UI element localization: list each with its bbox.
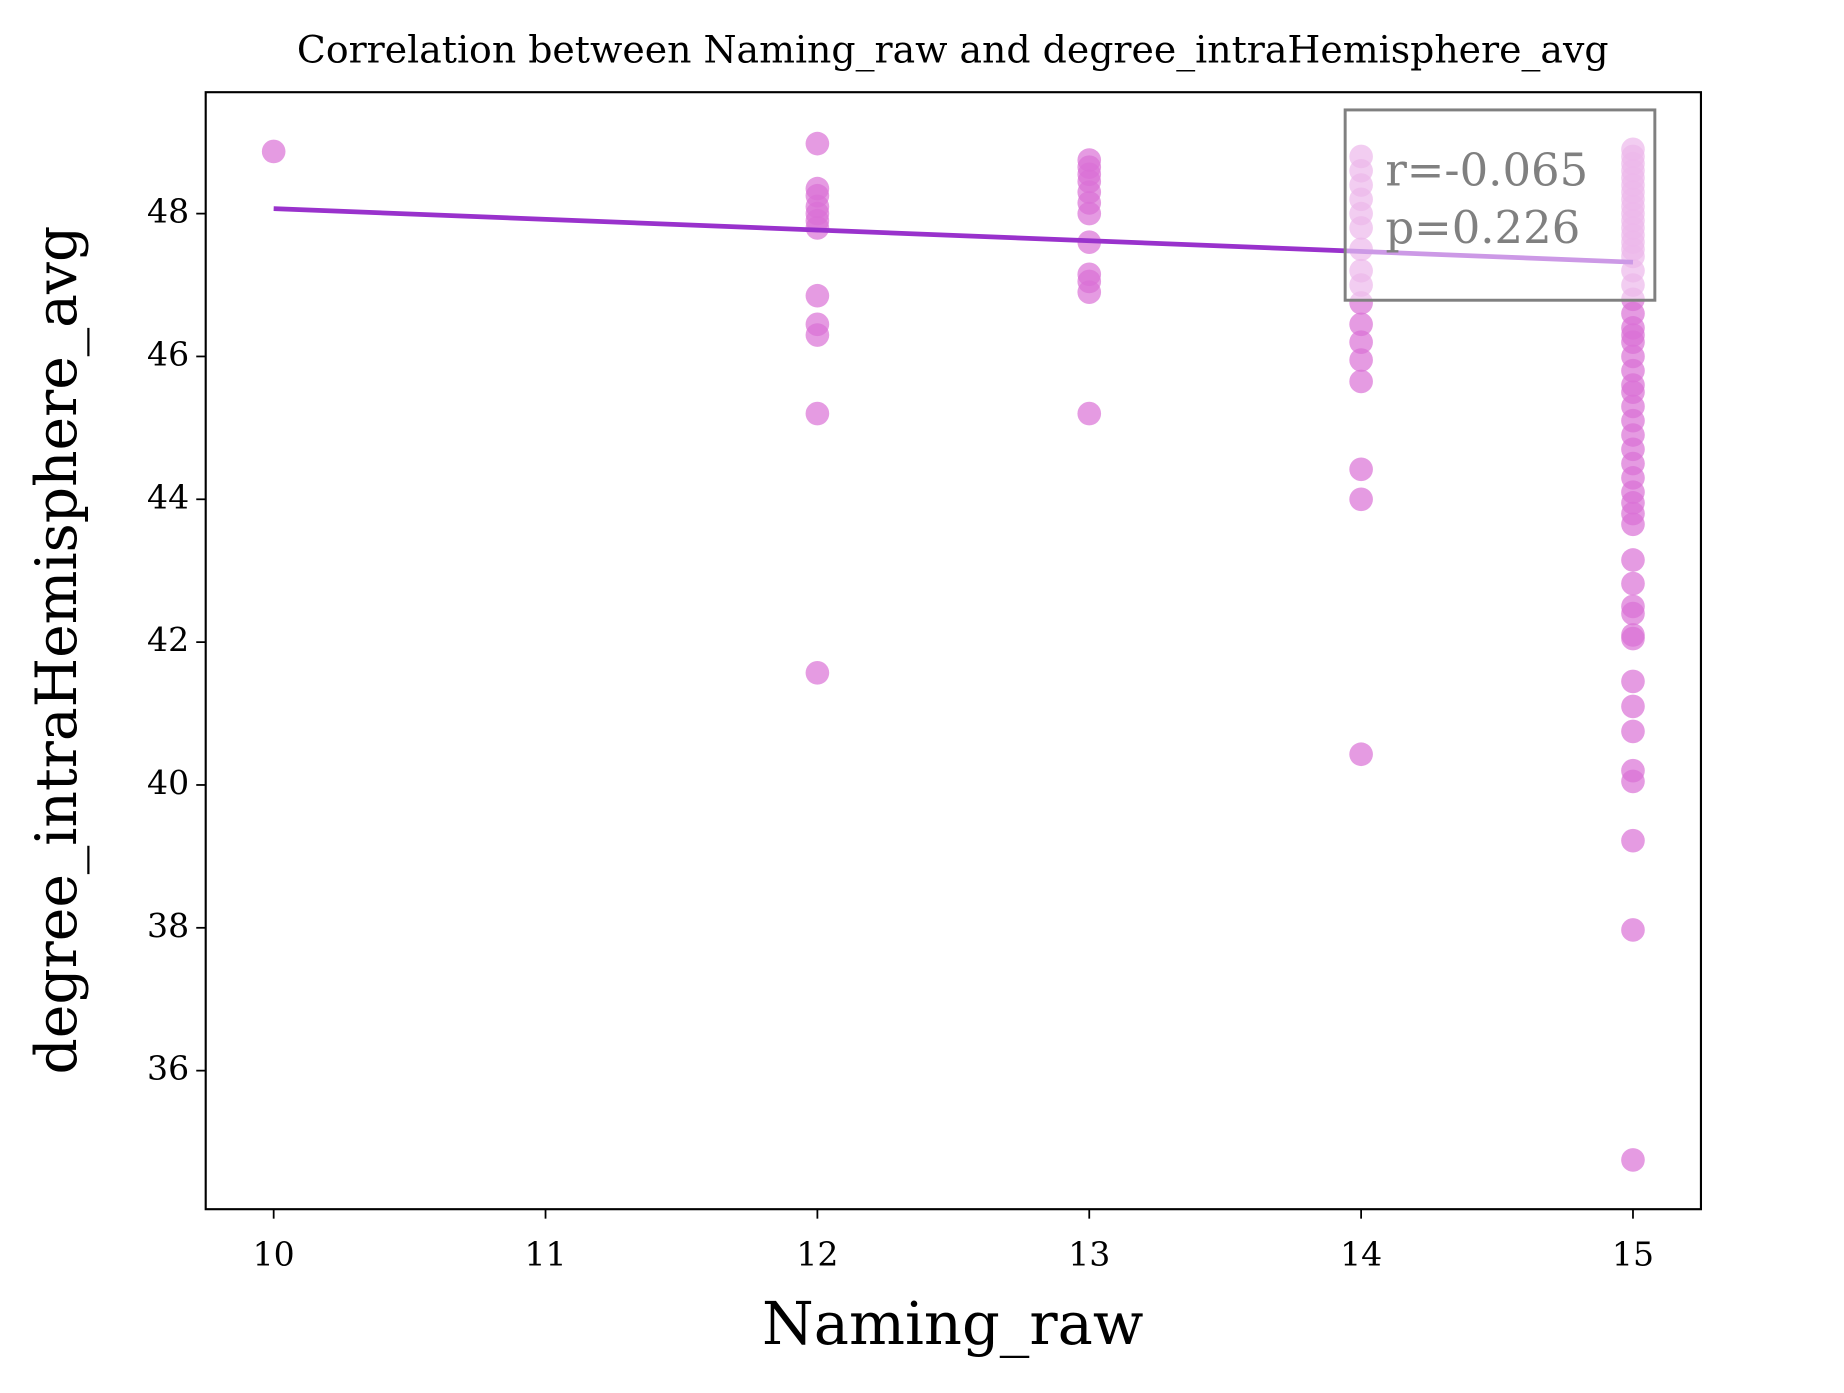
- annotation-text: r=-0.065: [1385, 143, 1588, 196]
- y-tick-label: 36: [147, 1049, 189, 1088]
- annotation-text: p=0.226: [1385, 201, 1580, 254]
- point: [1077, 401, 1102, 426]
- point: [1621, 626, 1645, 651]
- point: [1621, 571, 1645, 596]
- point: [1621, 694, 1645, 719]
- chart-title: Correlation between Naming_raw and degre…: [297, 28, 1609, 73]
- point: [1621, 719, 1645, 744]
- point: [805, 131, 830, 156]
- point: [1621, 918, 1645, 942]
- point: [805, 661, 830, 685]
- point: [261, 139, 286, 164]
- y-tick-label: 38: [147, 906, 189, 945]
- y-tick-label: 48: [147, 192, 189, 231]
- y-tick-label: 46: [147, 334, 189, 373]
- annotation-box: [1343, 108, 1657, 302]
- point: [1077, 280, 1102, 304]
- x-axis-label: Naming_raw: [762, 1289, 1143, 1358]
- point: [1621, 769, 1645, 794]
- point: [1349, 348, 1373, 372]
- point: [1349, 330, 1373, 354]
- point: [1349, 487, 1373, 512]
- x-tick-label: 13: [1068, 1234, 1110, 1273]
- point: [1621, 1148, 1645, 1172]
- point: [1621, 828, 1645, 853]
- point: [1349, 312, 1373, 337]
- point: [805, 401, 830, 426]
- x-tick-label: 10: [253, 1234, 295, 1273]
- point: [1077, 201, 1102, 226]
- x-tick-label: 14: [1340, 1234, 1382, 1273]
- point: [1349, 742, 1373, 767]
- point: [1621, 548, 1645, 572]
- x-tick-label: 11: [524, 1234, 566, 1273]
- x-tick-label: 12: [796, 1234, 838, 1273]
- y-tick-label: 40: [147, 763, 189, 802]
- point: [805, 283, 830, 308]
- x-tick-label: 15: [1612, 1234, 1654, 1273]
- plot-frame: [204, 91, 1703, 1211]
- y-tick-label: 42: [147, 620, 189, 659]
- point: [1349, 369, 1373, 394]
- point: [1621, 512, 1645, 537]
- point: [1621, 601, 1645, 626]
- point: [805, 323, 830, 347]
- point: [1349, 457, 1373, 482]
- point: [1621, 669, 1645, 694]
- y-axis-label: degree_intraHemisphere_avg: [24, 226, 90, 1075]
- y-tick-label: 44: [147, 477, 189, 516]
